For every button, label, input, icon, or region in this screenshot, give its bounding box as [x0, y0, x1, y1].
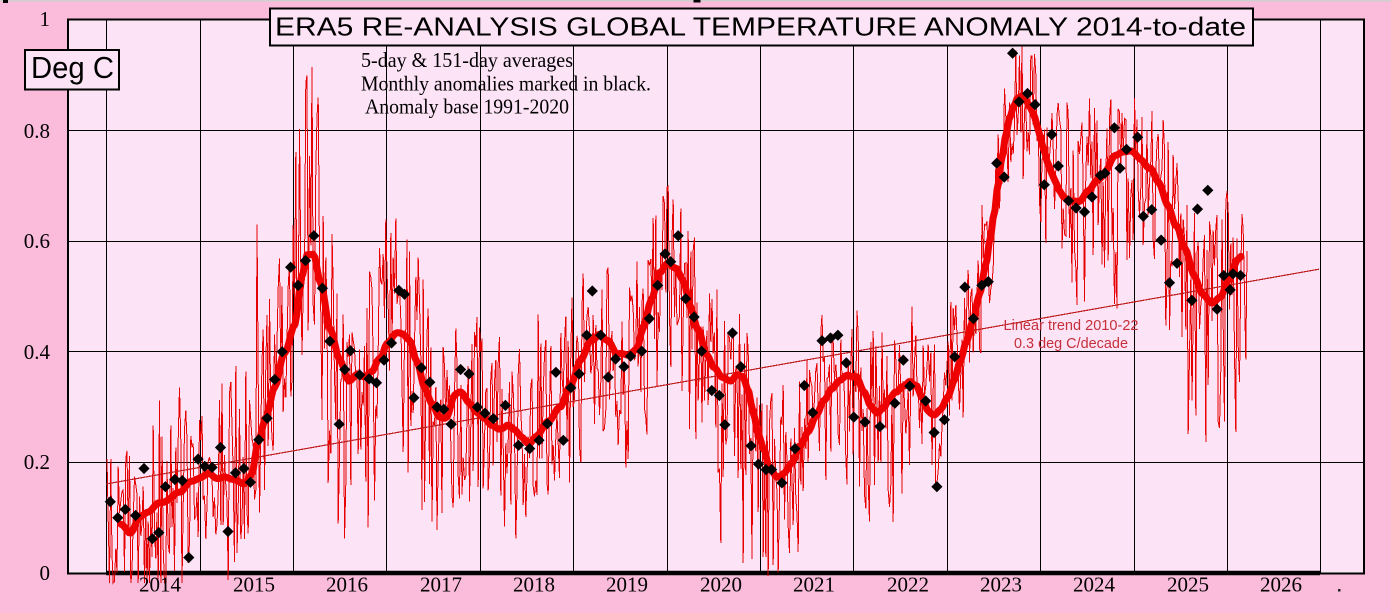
svg-text:Deg C: Deg C: [31, 50, 114, 85]
svg-text:2017: 2017: [420, 573, 462, 597]
svg-text:2026: 2026: [1260, 573, 1302, 597]
svg-text:2018: 2018: [513, 573, 555, 597]
svg-text:2022: 2022: [887, 573, 929, 597]
svg-text:2014: 2014: [139, 573, 182, 597]
svg-text:2020: 2020: [700, 573, 742, 597]
svg-text:Linear trend 2010-22: Linear trend 2010-22: [1004, 318, 1139, 334]
svg-text:2023: 2023: [980, 573, 1022, 597]
svg-text:0.8: 0.8: [24, 119, 50, 143]
svg-text:2019: 2019: [606, 573, 648, 597]
svg-text:0.6: 0.6: [24, 229, 50, 253]
svg-text:0.4: 0.4: [24, 340, 51, 364]
svg-text:5-day & 151-day averages: 5-day & 151-day averages: [361, 48, 573, 72]
svg-text:2021: 2021: [793, 573, 835, 597]
svg-text:Monthly anomalies marked in bl: Monthly anomalies marked in black.: [361, 72, 651, 96]
svg-text:0.3 deg C/decade: 0.3 deg C/decade: [1014, 336, 1128, 352]
svg-text:2024: 2024: [1073, 573, 1116, 597]
svg-text:1: 1: [40, 7, 51, 31]
svg-text:2025: 2025: [1167, 573, 1209, 597]
svg-text:0.2: 0.2: [24, 450, 50, 474]
svg-text:Anomaly base 1991-2020: Anomaly base 1991-2020: [365, 95, 569, 119]
svg-text:0: 0: [40, 561, 51, 585]
svg-text:2015: 2015: [233, 573, 275, 597]
svg-text:ERA5 RE-ANALYSIS GLOBAL TEMPER: ERA5 RE-ANALYSIS GLOBAL TEMPERATURE ANOM…: [275, 12, 1246, 42]
svg-text:2016: 2016: [326, 573, 368, 597]
